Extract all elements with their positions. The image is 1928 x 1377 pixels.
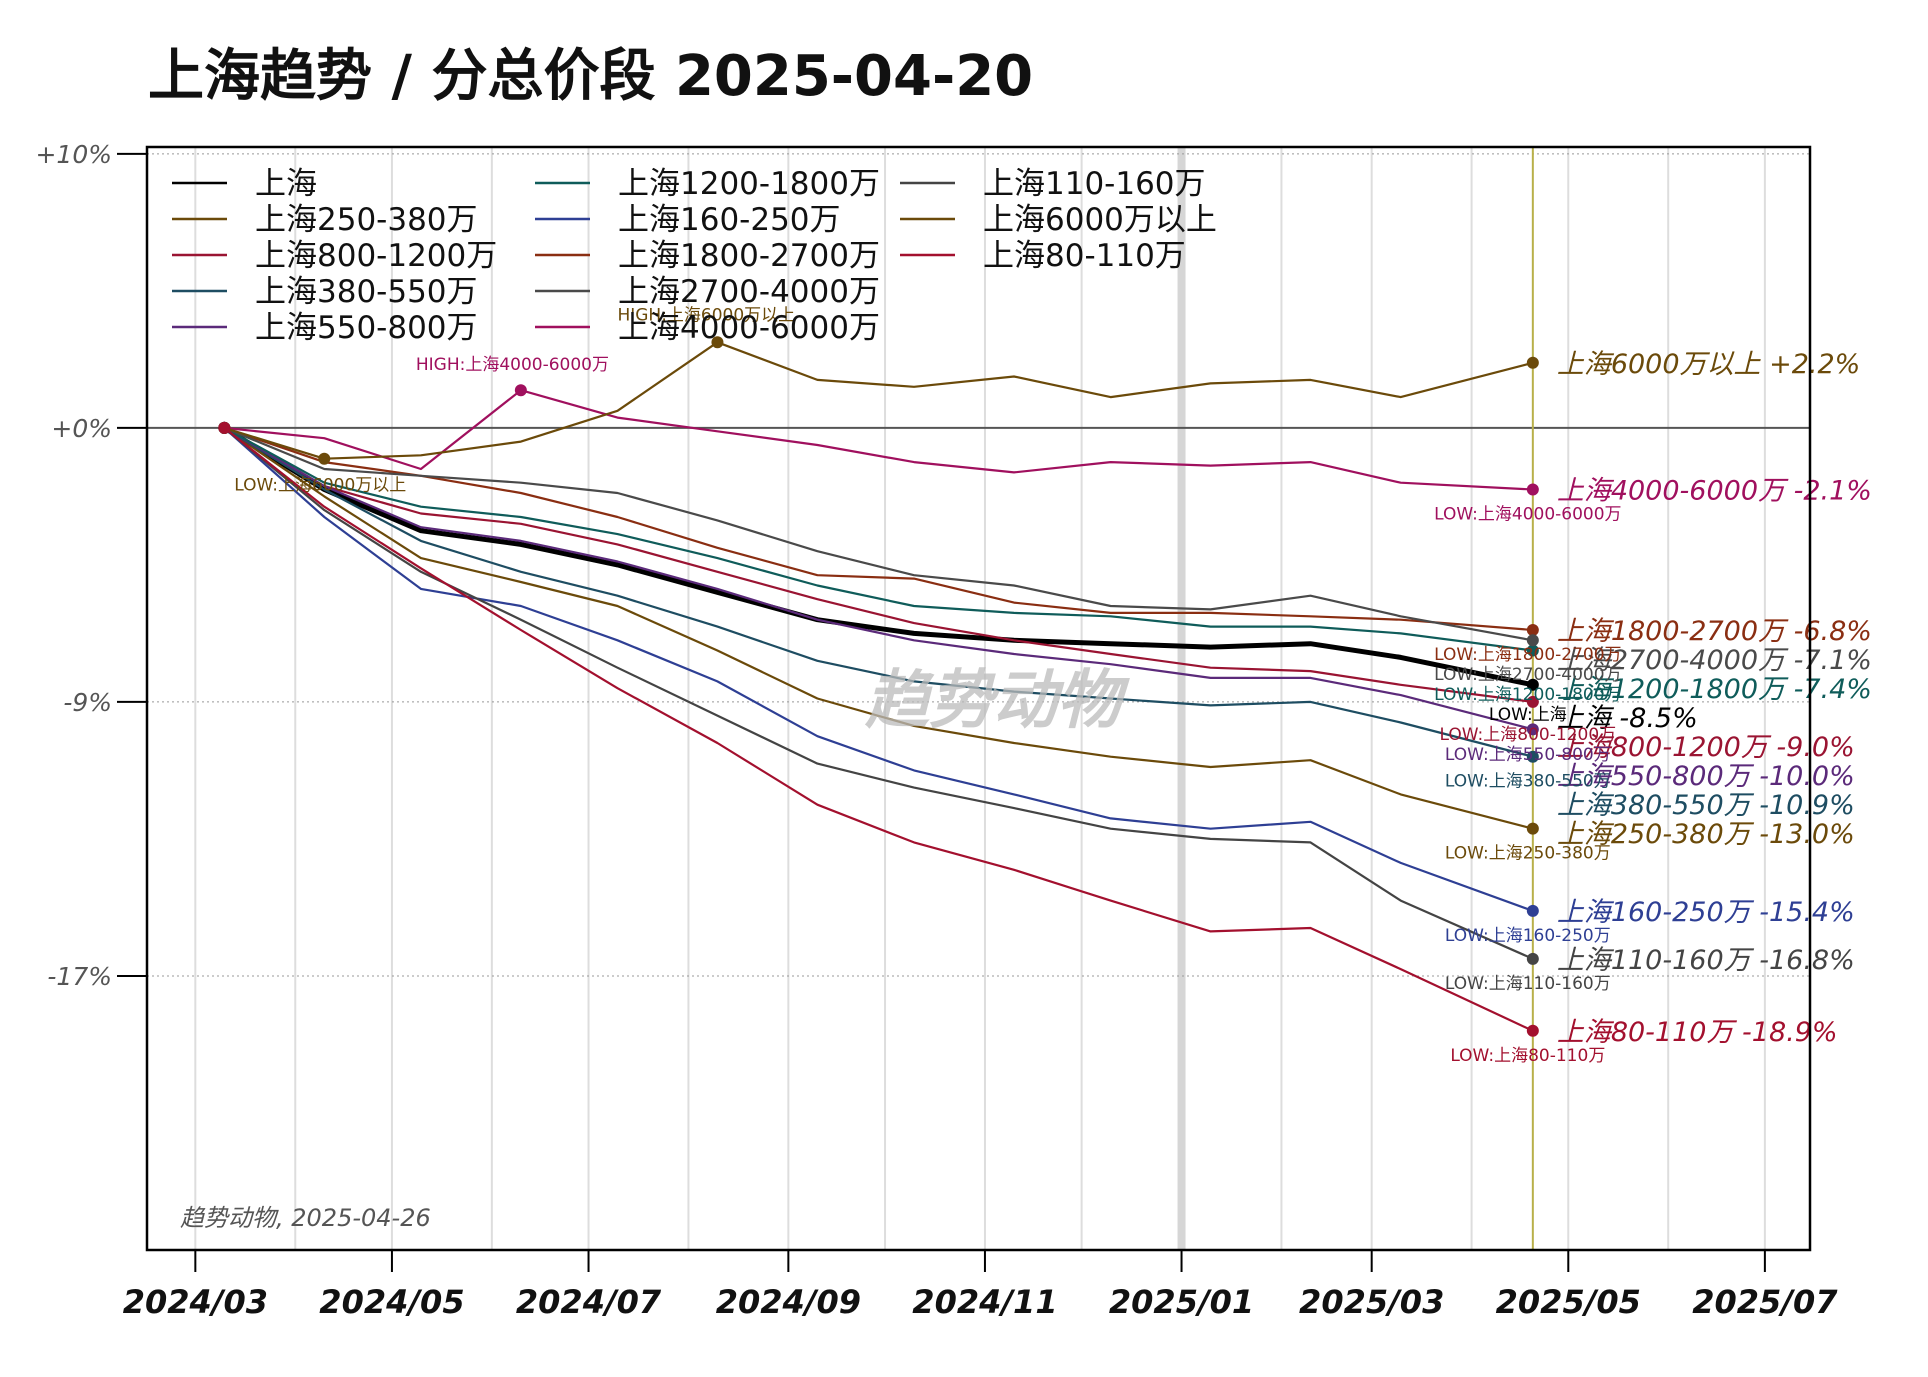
series-line bbox=[223, 426, 1533, 652]
endpoint-dot bbox=[1526, 678, 1539, 691]
low-label: LOW:上海160-250万 bbox=[1445, 926, 1611, 946]
series-end-label: 上海 -8.5% bbox=[1557, 703, 1698, 734]
high-point bbox=[711, 336, 724, 349]
endpoint-dot bbox=[1526, 623, 1539, 636]
credit-text: 趋势动物, 2025-04-26 bbox=[180, 1204, 431, 1232]
x-tick-label: 2024/11 bbox=[912, 1283, 1057, 1321]
x-tick-label: 2024/03 bbox=[123, 1283, 268, 1321]
legend: 上海上海250-380万上海800-1200万上海380-550万上海550-8… bbox=[172, 166, 1217, 346]
low-label: LOW:上海1200-1800万 bbox=[1434, 685, 1621, 705]
legend-label: 上海110-160万 bbox=[983, 166, 1206, 202]
x-tick-label: 2024/07 bbox=[516, 1283, 662, 1321]
series-layer bbox=[218, 341, 1539, 1037]
series-end-label: 上海80-110万 -18.9% bbox=[1557, 1017, 1838, 1048]
plot-frame bbox=[145, 145, 1812, 1252]
legend-label: 上海160-250万 bbox=[618, 202, 841, 238]
series-end-label: 上海1200-1800万 -7.4% bbox=[1557, 674, 1872, 705]
chart-title: 上海趋势 / 分总价段 2025-04-20 bbox=[148, 44, 1033, 109]
low-label: LOW:上海4000-6000万 bbox=[1434, 505, 1621, 525]
low-label: LOW:上海1800-2700万 bbox=[1434, 645, 1621, 665]
endpoint-dot bbox=[1526, 822, 1539, 835]
series-line bbox=[223, 341, 1534, 460]
legend-label: 上海 bbox=[255, 166, 317, 202]
legend-label: 上海1200-1800万 bbox=[618, 166, 880, 202]
y-tick-label: -9% bbox=[63, 688, 112, 717]
series-end-label: 上海4000-6000万 -2.1% bbox=[1557, 476, 1872, 507]
high-label: HIGH:上海6000万以上 bbox=[617, 305, 795, 325]
low-label: LOW:上海550-800万 bbox=[1445, 745, 1611, 765]
series-line bbox=[223, 426, 1533, 703]
series-end-label: 上海1800-2700万 -6.8% bbox=[1557, 616, 1872, 647]
endpoint-dot bbox=[1526, 904, 1539, 917]
start-dot bbox=[218, 421, 231, 434]
endpoint-dot bbox=[1526, 723, 1539, 736]
series-line bbox=[223, 426, 1533, 632]
endpoint-dot bbox=[1526, 695, 1539, 708]
legend-label: 上海1800-2700万 bbox=[618, 238, 880, 274]
endpoint-dot bbox=[1526, 1024, 1539, 1037]
endpoint-dot bbox=[1526, 356, 1539, 369]
x-tick-label: 2025/05 bbox=[1496, 1283, 1641, 1321]
legend-label: 上海2700-4000万 bbox=[618, 274, 880, 310]
annotation-layer: 上海6000万以上 +2.2% 上海4000-6000万 -2.1% 上海1800-… bbox=[234, 305, 1872, 1066]
legend-label: 上海4000-6000万 bbox=[618, 310, 880, 346]
y-tick-label: +0% bbox=[51, 414, 112, 443]
grid-layer bbox=[147, 147, 1810, 1250]
endpoint-dot bbox=[1526, 644, 1539, 657]
legend-label: 上海550-800万 bbox=[255, 310, 478, 346]
low-point bbox=[318, 452, 331, 465]
legend-label: 上海80-110万 bbox=[983, 238, 1186, 274]
series-end-label: 上海110-160万 -16.8% bbox=[1557, 945, 1855, 976]
low-label: LOW:上海80-110万 bbox=[1450, 1046, 1605, 1066]
watermark: 趋势动物 bbox=[864, 664, 1130, 738]
endpoint-dot bbox=[1526, 483, 1539, 496]
low-label: LOW:上海2700-4000万 bbox=[1434, 665, 1621, 685]
low-label: LOW:上海250-380万 bbox=[1445, 844, 1611, 864]
high-label: HIGH:上海4000-6000万 bbox=[416, 355, 609, 375]
series-end-label: 上海2700-4000万 -7.1% bbox=[1557, 645, 1872, 676]
low-label: LOW:上海800-1200万 bbox=[1440, 725, 1617, 745]
low-label: LOW:上海380-550万 bbox=[1445, 772, 1611, 792]
endpoint-dot bbox=[1526, 750, 1539, 763]
series-end-label: 上海250-380万 -13.0% bbox=[1557, 819, 1855, 850]
low-label: LOW:上海6000万以上 bbox=[234, 476, 406, 496]
x-tick-label: 2024/09 bbox=[716, 1283, 861, 1321]
legend-label: 上海380-550万 bbox=[255, 274, 478, 310]
y-tick-label: -17% bbox=[47, 962, 112, 991]
x-tick-label: 2025/01 bbox=[1109, 1283, 1254, 1321]
series-end-label: 上海550-800万 -10.0% bbox=[1557, 761, 1855, 792]
series-line bbox=[224, 389, 1533, 491]
series-end-label: 上海160-250万 -15.4% bbox=[1557, 897, 1855, 928]
series-line bbox=[222, 425, 1534, 688]
endpoint-dot bbox=[1526, 634, 1539, 647]
endpoint-dot bbox=[1526, 952, 1539, 965]
series-line bbox=[223, 427, 1534, 912]
series-line bbox=[223, 426, 1534, 830]
series-end-label: 上海800-1200万 -9.0% bbox=[1557, 732, 1855, 763]
series-line bbox=[223, 426, 1534, 731]
low-label: LOW:上海 bbox=[1489, 705, 1567, 725]
legend-label: 上海6000万以上 bbox=[983, 202, 1217, 238]
high-point bbox=[514, 384, 527, 397]
legend-label: 上海250-380万 bbox=[255, 202, 478, 238]
series-line bbox=[223, 427, 1534, 1032]
series-line bbox=[223, 426, 1533, 642]
axes: +10% +0% -9% -17% 2024/03 2024/05 2024/07 2024/… bbox=[35, 140, 1838, 1321]
series-line bbox=[223, 426, 1534, 758]
series-end-label: 上海380-550万 -10.9% bbox=[1557, 790, 1855, 821]
series-end-label: 上海6000万以上 +2.2% bbox=[1557, 349, 1861, 380]
x-tick-label: 2025/07 bbox=[1692, 1283, 1838, 1321]
x-tick-label: 2024/05 bbox=[319, 1283, 464, 1321]
low-label: LOW:上海110-160万 bbox=[1445, 974, 1611, 994]
legend-label: 上海800-1200万 bbox=[255, 238, 497, 274]
y-tick-label: +10% bbox=[35, 140, 112, 169]
x-tick-label: 2025/03 bbox=[1299, 1283, 1444, 1321]
